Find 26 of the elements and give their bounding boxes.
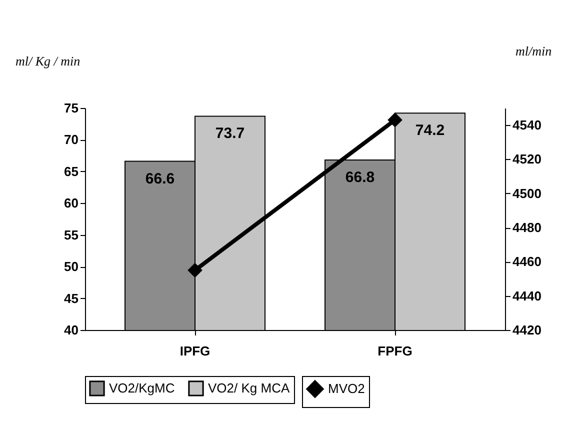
legend-label: VO2/KgMC: [109, 380, 175, 396]
y-tick-label: 55: [64, 227, 78, 242]
y2-tick-label: 4480: [512, 220, 542, 236]
legend-label: MVO2: [328, 381, 365, 396]
data-label: 66.8: [345, 169, 375, 186]
y2-tick-label: 4500: [512, 186, 542, 201]
data-label: 73.7: [215, 125, 245, 142]
y-tick-label: 70: [64, 132, 78, 148]
y-axis-title: ml/ Kg / min: [16, 54, 80, 68]
y2-tick-label: 4440: [512, 288, 542, 304]
y-tick-label: 45: [64, 290, 78, 306]
y-tick-label: 75: [64, 100, 78, 116]
y-tick-label: 65: [64, 164, 78, 179]
data-label: 66.6: [145, 170, 175, 188]
data-label: 74.2: [415, 122, 445, 140]
legend-label: VO2/ Kg MCA: [208, 380, 290, 396]
y2-tick-label: 4540: [512, 118, 542, 133]
y-tick-label: 40: [64, 322, 78, 338]
x-tick-label: IPFG: [180, 344, 210, 358]
y2-tick-label: 4420: [512, 322, 542, 338]
y2-axis-title: ml/min: [516, 44, 552, 58]
y-tick-label: 50: [64, 259, 78, 274]
y-tick-label: 60: [64, 196, 78, 211]
y2-tick-label: 4460: [512, 254, 542, 270]
y2-tick-label: 4520: [512, 152, 542, 167]
x-tick-label: FPFG: [378, 344, 412, 358]
